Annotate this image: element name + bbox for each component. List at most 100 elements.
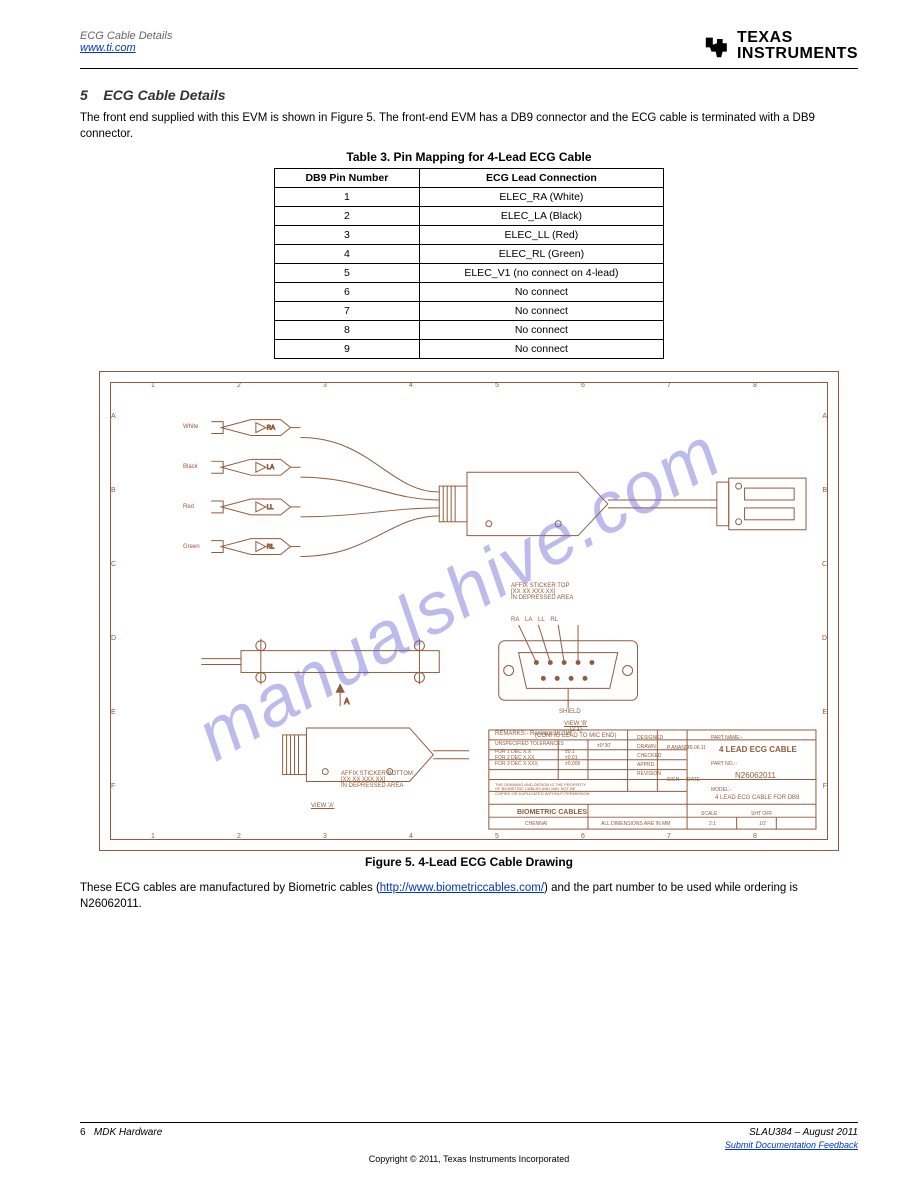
table-row: 2ELEC_LA (Black) (275, 207, 664, 226)
ruler-bottom-num: 4 (409, 833, 413, 840)
tb-drawn: DRAWN (637, 744, 663, 750)
svg-text:RL: RL (267, 545, 275, 551)
tb-ang: ±0°30' (597, 743, 611, 749)
ruler-top-num: 8 (753, 382, 757, 389)
table-cell: ELEC_V1 (no connect on 4-lead) (419, 264, 663, 283)
ti-logo-icon (703, 32, 731, 60)
figure-inner-frame: 12345678 12345678 ABCDEF ABCDEF RA LA LL (110, 382, 828, 840)
closing-link[interactable]: http://www.biometriccables.com/ (380, 882, 544, 894)
table-cell: 5 (275, 264, 420, 283)
view-a: VIEW 'A' (311, 803, 334, 809)
ruler-top-num: 1 (151, 382, 155, 389)
footer-submit[interactable]: Submit Documentation Feedback (725, 1140, 858, 1150)
table-cell: ELEC_RA (White) (419, 188, 663, 207)
header-link[interactable]: www.ti.com (80, 42, 136, 54)
ruler-top-num: 3 (323, 382, 327, 389)
tb-partname: 4 LEAD ECG CABLE (719, 745, 797, 754)
ruler-left-letter: B (111, 487, 116, 494)
table-row: 4ELEC_RL (Green) (275, 245, 664, 264)
tb-remarks: REMARKS:- Resistor 1K/1W (495, 731, 572, 737)
tb-sign: SIGN (667, 777, 679, 783)
tb-d3: ±0.005 (565, 761, 580, 767)
ruler-bottom-num: 7 (667, 833, 671, 840)
ti-brand-1: TEXAS (737, 30, 858, 46)
svg-text:RA: RA (267, 426, 275, 432)
ruler-bottom-num: 6 (581, 833, 585, 840)
table-header-row: DB9 Pin Number ECG Lead Connection (275, 169, 664, 188)
lead-label: Green (183, 544, 200, 550)
table-row: 7No connect (275, 302, 664, 321)
table-cell: 1 (275, 188, 420, 207)
section-title: ECG Cable Details (103, 87, 225, 103)
ruler-top-num: 7 (667, 382, 671, 389)
ruler-right-letter: F (823, 783, 827, 790)
col-header-1: ECG Lead Connection (419, 169, 663, 188)
ruler-bottom-num: 5 (495, 833, 499, 840)
table-row: 3ELEC_LL (Red) (275, 226, 664, 245)
table-row: 9No connect (275, 340, 664, 359)
footer-page: 6 (80, 1127, 86, 1138)
tb-partno: N26062011 (735, 771, 776, 780)
tb-revision: REVISION (637, 771, 663, 777)
table-cell: 3 (275, 226, 420, 245)
table-row: 6No connect (275, 283, 664, 302)
svg-text:LL: LL (267, 505, 274, 511)
tb-scale-l: SCALE (701, 811, 717, 817)
tb-pn-label: PART NAME:- (711, 735, 743, 741)
header-section: ECG Cable Details (80, 30, 172, 42)
ruler-top-num: 4 (409, 382, 413, 389)
ruler-right-letter: A (822, 413, 827, 420)
figure-frame: 12345678 12345678 ABCDEF ABCDEF RA LA LL (99, 371, 839, 851)
svg-text:A: A (344, 697, 350, 706)
ruler-bottom-num: 2 (237, 833, 241, 840)
tb-d3l: FOR 3 DEC X.XXX (495, 761, 538, 767)
ti-brand-2: INSTRUMENTS (737, 46, 858, 62)
table-cell: ELEC_LL (Red) (419, 226, 663, 245)
tb-tol: UNSPECIFIED TOLERANCES (495, 741, 564, 747)
tb-shtoff: 1/2 (759, 821, 766, 827)
table-cell: ELEC_LA (Black) (419, 207, 663, 226)
ruler-right-letter: C (822, 561, 827, 568)
footer-rule (80, 1122, 858, 1123)
rl-code-2: LL (538, 617, 545, 623)
lead-label: Black (183, 464, 198, 470)
tb-pno-label: PART NO.:- (711, 761, 737, 767)
ruler-left-letter: F (111, 783, 115, 790)
table-row: 5ELEC_V1 (no connect on 4-lead) (275, 264, 664, 283)
ruler-bottom-num: 1 (151, 833, 155, 840)
ruler-right-letter: E (822, 709, 827, 716)
tb-model-label: MODEL:- (711, 787, 732, 793)
tb-checked: CHECKED (637, 753, 663, 759)
tb-chennai: CHENNAI (525, 821, 548, 827)
table-cell: 8 (275, 321, 420, 340)
table-row: 1ELEC_RA (White) (275, 188, 664, 207)
ruler-left-letter: E (111, 709, 116, 716)
footer-title: MDK Hardware (94, 1127, 162, 1138)
section-paragraph: The front end supplied with this EVM is … (80, 111, 858, 142)
ruler-right-letter: B (822, 487, 827, 494)
tb-dims: ALL DIMENSIONS ARE IN MM (601, 821, 670, 827)
ruler-top-num: 5 (495, 382, 499, 389)
tb-scale: 2:1 (709, 821, 716, 827)
ruler-left-letter: A (111, 413, 116, 420)
table-cell: No connect (419, 321, 663, 340)
ruler-bottom-num: 3 (323, 833, 327, 840)
table-cell: 7 (275, 302, 420, 321)
figure-caption: Figure 5. 4-Lead ECG Cable Drawing (80, 855, 858, 869)
table-cell: 6 (275, 283, 420, 302)
ruler-right-letter: D (822, 635, 827, 642)
pin-table: DB9 Pin Number ECG Lead Connection 1ELEC… (274, 168, 664, 359)
ruler-top-num: 6 (581, 382, 585, 389)
table-cell: ELEC_RL (Green) (419, 245, 663, 264)
tb-company: BIOMETRIC CABLES (517, 809, 587, 816)
cable-drawing: RA LA LL RL (111, 383, 827, 839)
col-header-0: DB9 Pin Number (275, 169, 420, 188)
ruler-left-letter: D (111, 635, 116, 642)
table-cell: No connect (419, 340, 663, 359)
ruler-bottom-num: 8 (753, 833, 757, 840)
tb-prop: THE DRAWING AND DESIGN IS THE PROPERTY O… (495, 783, 591, 796)
table-cell: 9 (275, 340, 420, 359)
tb-designed: DESIGNED (637, 735, 663, 741)
table-cell: 4 (275, 245, 420, 264)
footer-copyright: Copyright © 2011, Texas Instruments Inco… (80, 1154, 858, 1164)
